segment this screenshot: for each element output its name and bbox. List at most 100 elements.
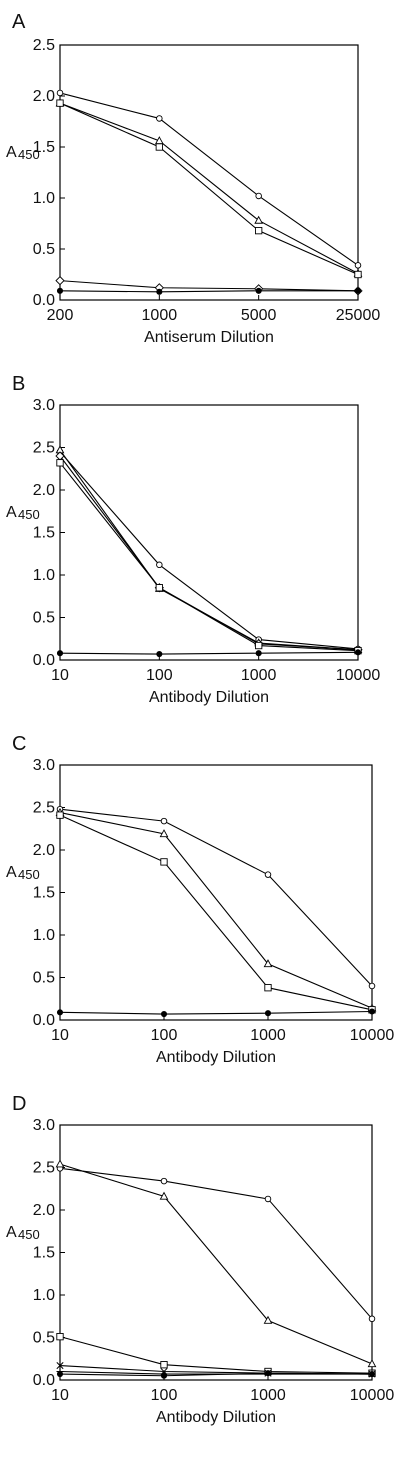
panel-c-series-4-point — [56, 1009, 64, 1016]
panel-c-xtick-label: 1000 — [250, 1027, 286, 1044]
panel-a-series-2 — [55, 98, 363, 277]
panel-d-series-1-point — [368, 1315, 376, 1323]
panel-c-ylabel-sub: 450 — [18, 867, 40, 882]
panel-d: D 0.0 0.5 1.0 1.5 2.0 2.5 3.0 10 100 1000 10000 Anti… — [6, 1093, 394, 1426]
panel-c-series-4-point — [160, 1011, 168, 1018]
panel-a-series-3-point — [255, 226, 263, 235]
panel-c-ytick-label: 1.0 — [33, 927, 55, 944]
panel-c-series-1 — [56, 805, 376, 990]
panel-a-series-1 — [56, 89, 362, 269]
panel-d-xlabel: Antibody Dilution — [156, 1409, 276, 1426]
panel-c-xlabel: Antibody Dilution — [156, 1049, 276, 1066]
panel-d-letter: D — [12, 1093, 26, 1115]
panel-c-xtick-label: 10000 — [350, 1027, 395, 1044]
panel-b-series-1-point — [156, 561, 163, 569]
panel-a-series-5-point — [255, 287, 262, 294]
panel-a-ytick-label: 2.0 — [33, 88, 55, 105]
panel-a-series-1-point — [255, 192, 262, 200]
panel-a-series-1-point — [354, 262, 362, 269]
panel-c-xtick-label: 100 — [151, 1027, 178, 1044]
panel-d-series-2-line — [59, 1163, 373, 1365]
panel-d-ylabel: A — [6, 1224, 17, 1241]
panel-a-series-1-point — [56, 89, 64, 97]
panel-d-ylabel-sub: 450 — [18, 1227, 40, 1242]
panel-c-ytick-label: 2.5 — [33, 800, 55, 817]
panel-c-series-4 — [56, 1008, 376, 1018]
panel-d-ytick-label: 0.5 — [33, 1330, 55, 1347]
panel-c-series-2-line — [59, 812, 373, 1009]
panel-b-series-5-point — [56, 650, 64, 657]
panel-b-series-1 — [56, 448, 362, 653]
panel-d-series-6-point — [160, 1372, 168, 1379]
panel-b-ytick-label: 3.0 — [33, 397, 55, 414]
panel-d-series-4-point — [56, 1361, 64, 1370]
panel-b-ytick-label: 1.0 — [33, 567, 55, 584]
panel-a-xtick-label: 200 — [47, 307, 74, 324]
panel-d-series-6-point — [264, 1370, 272, 1377]
panel-c-series-3-point — [56, 811, 64, 819]
panel-a-series-3-point — [354, 270, 362, 279]
panel-c-series-4-point — [368, 1008, 376, 1015]
panel-b-xtick-label: 10000 — [336, 667, 381, 684]
panel-c-series-3 — [56, 811, 376, 1014]
panel-c-ylabel: A — [6, 864, 17, 881]
panel-a-ytick-label: 2.5 — [33, 37, 55, 54]
panel-b-xtick-label: 100 — [146, 667, 173, 684]
panel-b-ytick-label: 2.5 — [33, 440, 55, 457]
panel-b-series-5-point — [255, 650, 262, 657]
panel-a-letter: A — [12, 11, 26, 33]
panel-a-series-5 — [56, 287, 362, 295]
panel-c-series-1-point — [368, 982, 376, 990]
panel-a-series-1-line — [59, 92, 359, 266]
panel-d-ytick-label: 0.0 — [33, 1372, 55, 1389]
panel-b-xtick-label: 10 — [51, 667, 69, 684]
panel-c-ytick-label: 3.0 — [33, 757, 55, 774]
panel-d-series-3-point — [160, 1361, 168, 1369]
panel-d-series-2-point — [55, 1159, 65, 1168]
panel-c-ytick-label: 0.0 — [33, 1012, 55, 1029]
panel-d-series-2-point — [263, 1315, 273, 1324]
panel-b-letter: B — [12, 373, 25, 395]
panel-d-series-3 — [56, 1332, 376, 1377]
panel-a-ylabel-sub: 450 — [18, 147, 40, 162]
panel-d-series-2-point — [367, 1359, 377, 1368]
panel-b-series-4-point — [255, 641, 263, 650]
panel-d-series-1-line — [59, 1167, 373, 1320]
panel-a-frame — [59, 44, 359, 301]
panel-a-series-5-line — [59, 290, 358, 293]
panel-b-ytick-label: 2.0 — [33, 482, 55, 499]
panel-b-series-4 — [56, 459, 362, 655]
panel-b-frame — [59, 404, 359, 661]
panel-b-series-3-line — [59, 455, 359, 651]
panel-d-series-6-point — [368, 1371, 376, 1378]
panel-d-series-6 — [56, 1370, 376, 1379]
panel-a-ytick-label: 0.5 — [33, 241, 55, 258]
panel-a-series-4-point — [55, 275, 65, 286]
panel-c-ytick-label: 2.0 — [33, 842, 55, 859]
panel-a-series-4-line — [59, 280, 359, 292]
panel-b-ytick-label: 1.5 — [33, 525, 55, 542]
panel-c-frame — [59, 764, 373, 1021]
panel-a-series-4 — [55, 275, 363, 296]
panel-d-ytick-label: 3.0 — [33, 1117, 55, 1134]
panel-a-series-5-point — [354, 287, 362, 294]
panel-c-series-4-line — [59, 1010, 373, 1015]
panel-a-ytick-label: 1.5 — [33, 139, 55, 156]
panel-b-series-1-line — [59, 451, 359, 650]
panel-c-series-1-line — [59, 808, 373, 987]
panel-d-frame — [59, 1124, 373, 1381]
panel-b-series-4-line — [59, 462, 359, 652]
panel-c-series-1-point — [160, 817, 168, 825]
panel-c-series-1-point — [264, 871, 272, 878]
panel-a-series-2-line — [59, 102, 359, 274]
panel-b-series-5-point — [156, 651, 163, 658]
panel-a-xtick-label: 1000 — [142, 307, 178, 324]
panel-c-series-3-point — [264, 984, 272, 992]
panel-c-series-2-point — [159, 829, 169, 838]
panel-b: B 0.0 0.5 1.0 1.5 2.0 2.5 3.0 10 100 1000 10000 Anti… — [6, 373, 380, 706]
panel-d-series-2 — [55, 1159, 377, 1368]
panel-a-series-5-point — [56, 287, 64, 294]
panel-b-series-5 — [56, 649, 362, 658]
panel-b-series-3 — [55, 451, 363, 655]
